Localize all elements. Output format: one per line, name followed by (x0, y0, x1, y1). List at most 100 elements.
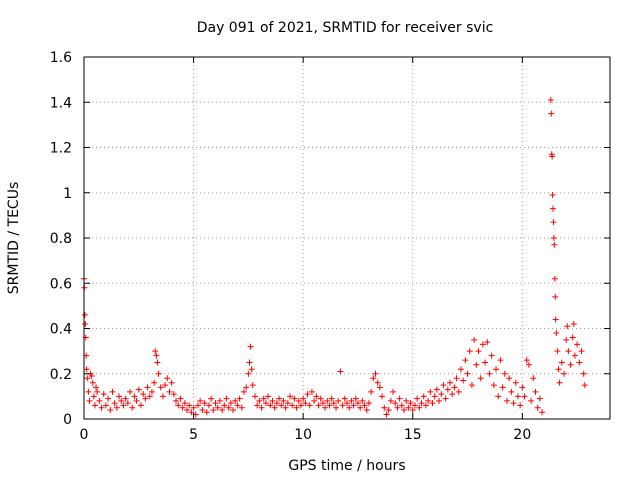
data-point (271, 404, 278, 411)
data-point (262, 400, 269, 407)
data-point (140, 391, 147, 398)
data-point (510, 400, 517, 407)
data-point (344, 400, 350, 407)
data-point (297, 402, 304, 409)
data-point (365, 400, 372, 407)
data-point (499, 384, 506, 391)
data-point (460, 377, 467, 384)
data-point (153, 352, 160, 359)
data-point (302, 400, 309, 407)
data-point (440, 382, 447, 389)
data-point (84, 375, 91, 382)
data-point (214, 404, 221, 411)
data-point (133, 397, 140, 404)
data-point (581, 382, 588, 389)
data-point (248, 366, 255, 373)
data-point (379, 393, 386, 400)
data-point (247, 343, 254, 350)
grid-lines (84, 57, 610, 419)
data-point (429, 400, 436, 407)
data-point (152, 348, 159, 355)
data-point (164, 375, 171, 382)
data-point (550, 219, 557, 226)
data-point (564, 323, 571, 330)
data-point (563, 336, 570, 343)
data-point (216, 397, 223, 404)
data-point (425, 397, 432, 404)
data-point (181, 400, 188, 407)
data-point (571, 352, 578, 359)
y-tick-label: 0.4 (50, 322, 72, 338)
data-point (442, 395, 449, 402)
data-point (528, 397, 535, 404)
data-point (357, 404, 364, 411)
data-point (453, 375, 460, 382)
data-point (122, 395, 129, 402)
data-point (88, 373, 95, 380)
data-point (409, 406, 416, 413)
data-point (497, 357, 504, 364)
data-point (466, 348, 473, 355)
y-tick-label: 1.6 (50, 50, 72, 66)
data-point (337, 368, 344, 375)
data-point (86, 397, 93, 404)
data-point (576, 359, 583, 366)
data-point (462, 357, 469, 364)
data-point (166, 388, 173, 395)
data-point (184, 406, 191, 413)
data-point (304, 391, 311, 398)
data-point (468, 382, 475, 389)
data-point (144, 384, 151, 391)
data-point (363, 406, 370, 413)
data-point (243, 384, 250, 391)
data-point (82, 320, 89, 327)
data-point (293, 404, 300, 411)
data-point (333, 404, 340, 411)
data-point (475, 348, 482, 355)
y-tick-label: 0.8 (50, 231, 72, 247)
data-point (300, 395, 307, 402)
y-tick-label: 1 (63, 186, 72, 202)
data-point (550, 235, 557, 241)
data-point (269, 397, 276, 404)
data-point (348, 397, 355, 404)
data-point (146, 393, 153, 400)
data-point (464, 370, 471, 377)
data-point (455, 388, 462, 395)
data-point (102, 402, 109, 409)
data-point (260, 395, 267, 402)
data-point (554, 348, 561, 355)
y-tick-label: 1.2 (50, 141, 72, 157)
data-point (151, 379, 158, 386)
data-point (486, 370, 493, 377)
data-point (416, 404, 423, 411)
data-point (157, 384, 164, 391)
data-point (107, 406, 114, 413)
data-point (256, 397, 263, 404)
data-point (265, 393, 272, 400)
data-point (127, 388, 134, 395)
data-point (254, 402, 261, 409)
data-point (422, 402, 429, 409)
data-point (98, 404, 105, 411)
data-point (427, 388, 434, 395)
data-point (551, 241, 558, 248)
data-point (374, 379, 381, 386)
data-point (111, 400, 118, 407)
data-point (313, 393, 320, 400)
data-point (548, 110, 555, 117)
data-point (346, 404, 353, 411)
data-point (210, 406, 217, 413)
data-point (205, 402, 212, 409)
data-point (578, 348, 585, 355)
data-point (552, 293, 559, 300)
data-point (227, 400, 234, 407)
data-point (387, 397, 394, 404)
data-point (249, 382, 256, 389)
data-point (155, 370, 162, 377)
data-point (514, 393, 521, 400)
data-point (154, 359, 161, 366)
data-point (503, 397, 510, 404)
data-point (512, 379, 519, 386)
